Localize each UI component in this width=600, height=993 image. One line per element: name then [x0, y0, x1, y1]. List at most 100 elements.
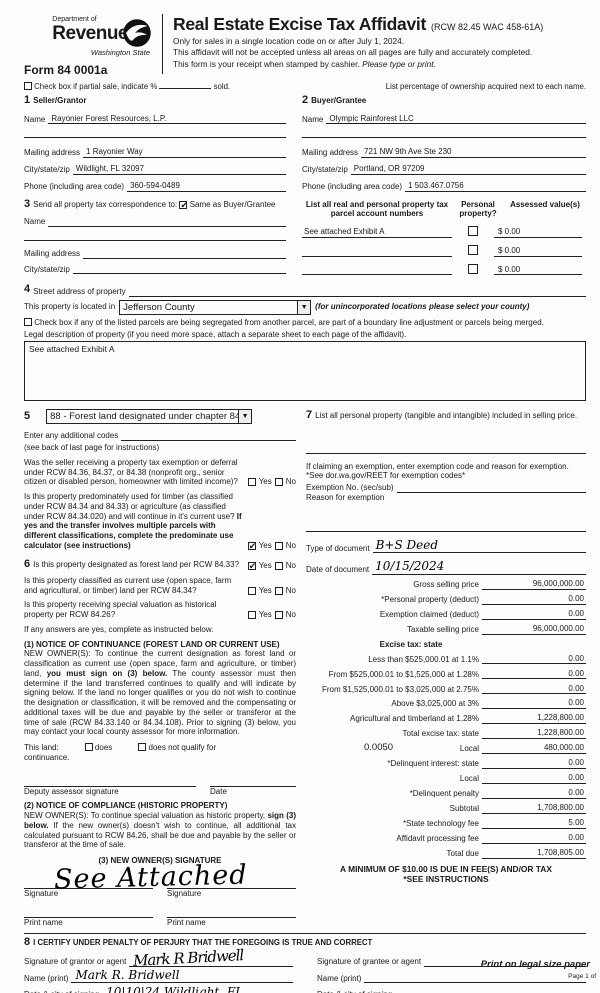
segregated-checkbox[interactable]: [24, 317, 32, 326]
tier2-tax[interactable]: 0.00: [482, 669, 586, 680]
parcel-col1-header: List all real and personal property tax …: [305, 199, 449, 219]
assessed-value-input[interactable]: $ 0.00: [494, 227, 582, 238]
parcel-col3-header: Assessed value(s): [510, 199, 580, 209]
dept-line: Department of: [52, 16, 97, 23]
land-use-code-dropdown[interactable]: 88 - Forest land designated under chapte…: [46, 409, 253, 425]
assessed-value-input[interactable]: $ 0.00: [494, 265, 582, 276]
delinquent-interest-state[interactable]: 0.00: [482, 758, 586, 769]
buyer-name2-input[interactable]: [302, 128, 586, 139]
partial-sale-percent-input[interactable]: [159, 87, 212, 89]
dor-logo-icon: [123, 19, 151, 47]
local-tax[interactable]: 480,000.00: [482, 743, 586, 755]
deputy-signature-input[interactable]: [24, 779, 196, 787]
same-as-buyer-checkbox[interactable]: ✔: [179, 199, 188, 210]
assessed-value-input[interactable]: $ 0.00: [494, 246, 582, 257]
corr-name2-input[interactable]: [24, 231, 286, 241]
buyer-city-input[interactable]: Portland, OR 97209: [350, 164, 586, 175]
delinquent-interest-local[interactable]: 0.00: [482, 773, 586, 784]
grantor-date-city-input[interactable]: 10|10|24 Wildlight, FL: [102, 985, 293, 993]
minimum-due-note: A MINIMUM OF $10.00 IS DUE IN FEE(S) AND…: [340, 863, 552, 874]
question-timber: Is this property predominately used for …: [24, 492, 296, 551]
owner-print-name-input-1[interactable]: [24, 909, 153, 918]
parcel-number-input[interactable]: [302, 255, 452, 257]
grantor-print-name-input[interactable]: Mark R. Bridwell: [71, 968, 293, 984]
corr-mailing-input[interactable]: [83, 257, 286, 259]
current-use-no-checkbox[interactable]: [274, 586, 283, 595]
gross-selling-price[interactable]: 96,000,000.00: [482, 579, 586, 590]
subtotal[interactable]: 1,708,800.00: [482, 803, 586, 814]
historical-yes-checkbox[interactable]: [247, 611, 256, 620]
legal-description-input[interactable]: See attached Exhibit A: [24, 341, 586, 402]
street-address-input[interactable]: [128, 295, 586, 297]
chevron-down-icon[interactable]: ▼: [297, 300, 311, 314]
timber-yes-checkbox[interactable]: ✔: [247, 540, 257, 551]
grantor-signature-input[interactable]: Mark R Bridwell: [129, 946, 293, 970]
additional-codes-input[interactable]: [121, 440, 296, 442]
tier3-tax[interactable]: 0.00: [482, 684, 586, 695]
date-of-document-input[interactable]: 10/15/2024: [372, 559, 586, 575]
partial-sale-checkbox[interactable]: [24, 81, 32, 90]
seller-city-input[interactable]: Wildlight, FL 32097: [72, 164, 286, 175]
agricultural-timberland-tax[interactable]: 1,228,800.00: [482, 713, 586, 725]
total-due[interactable]: 1,708,805.00: [482, 848, 586, 859]
seller-name-input[interactable]: Rayonier Forest Resources, L.P.: [48, 114, 286, 125]
delinquent-penalty[interactable]: 0.00: [482, 788, 586, 799]
current-use-yes-checkbox[interactable]: [247, 586, 256, 595]
buyer-name-input[interactable]: Olympic Rainforest LLC: [326, 114, 586, 125]
grantee-signature-input[interactable]: [424, 958, 586, 967]
seller-mailing-input[interactable]: 1 Rayonier Way: [83, 147, 286, 159]
form-title: Real Estate Excise Tax Affidavit: [173, 14, 427, 34]
land-does-not-checkbox[interactable]: [138, 743, 147, 752]
owner-signature-input-1[interactable]: [24, 880, 153, 889]
forest-yes-checkbox[interactable]: ✔: [247, 561, 257, 572]
personal-property-input[interactable]: [306, 445, 586, 454]
notice1-title: (1) NOTICE OF CONTINUANCE (FOREST LAND O…: [24, 639, 280, 649]
parcel-row: $ 0.00: [302, 244, 586, 257]
section-land-use: 5 88 - Forest land designated under chap…: [24, 409, 296, 425]
exemption-yes-checkbox[interactable]: [247, 478, 256, 487]
notice2-body: NEW OWNER(S): To continue special valuat…: [24, 811, 296, 850]
tier1-tax[interactable]: 0.00: [482, 654, 586, 665]
buyer-title: Buyer/Grantee: [311, 96, 367, 106]
buyer-phone-input[interactable]: 1 503.467.0756: [405, 181, 586, 192]
forest-no-checkbox[interactable]: [274, 562, 283, 571]
corr-name-input[interactable]: [48, 225, 286, 227]
exemption-no-checkbox[interactable]: [274, 478, 283, 487]
seller-phone-input[interactable]: 360-594-0489: [127, 181, 286, 192]
parcel-number-input[interactable]: See attached Exhibit A: [302, 227, 452, 238]
timber-no-checkbox[interactable]: [274, 541, 283, 550]
personal-property-checkbox[interactable]: [468, 263, 478, 274]
question-forest-land: 6 Is this property designated as forest l…: [24, 557, 296, 572]
seller-name2-input[interactable]: [24, 128, 286, 139]
exemption-claimed-deduct[interactable]: 0.00: [482, 609, 586, 620]
reason-exemption-input[interactable]: [306, 523, 586, 532]
total-excise-tax-state[interactable]: 1,228,800.00: [482, 728, 586, 740]
personal-property-checkbox[interactable]: [468, 244, 478, 255]
deputy-date-input[interactable]: [210, 779, 296, 787]
county-dropdown[interactable]: Jefferson County ▼: [119, 299, 312, 315]
owner-print-name-input-2[interactable]: [167, 909, 296, 918]
local-rate: 0.0050: [364, 742, 394, 754]
legal-description-label: Legal description of property (if you ne…: [24, 329, 407, 339]
exemption-no-input[interactable]: [396, 491, 586, 493]
new-owner-signatures: See Attached Signature Signature: [24, 859, 296, 899]
new-owner-signature-title: (3) NEW OWNER(S) SIGNATURE: [98, 856, 222, 866]
personal-property-deduct[interactable]: 0.00: [482, 594, 586, 605]
grantee-print-name-input[interactable]: [364, 974, 586, 984]
tier4-tax[interactable]: 0.00: [482, 698, 586, 710]
personal-property-checkbox[interactable]: [468, 226, 478, 237]
corr-city-input[interactable]: [72, 273, 286, 275]
historical-no-checkbox[interactable]: [274, 611, 283, 620]
buyer-mailing-input[interactable]: 721 NW 9th Ave Ste 230: [361, 147, 586, 159]
land-does-checkbox[interactable]: [84, 743, 93, 752]
header-note-2: This affidavit will not be accepted unle…: [173, 47, 533, 58]
section-correspondence: 3 Send all property tax correspondence to…: [24, 198, 286, 276]
parcel-number-input[interactable]: [302, 274, 452, 276]
type-of-document-input[interactable]: B+S Deed: [372, 538, 586, 554]
owner-signature-input-2[interactable]: [167, 880, 296, 889]
affidavit-processing-fee[interactable]: 0.00: [482, 833, 586, 844]
state-technology-fee[interactable]: 5.00: [482, 818, 586, 829]
chevron-down-icon[interactable]: ▼: [238, 410, 252, 424]
header-divider: [162, 14, 163, 74]
taxable-selling-price[interactable]: 96,000,000.00: [482, 624, 586, 635]
